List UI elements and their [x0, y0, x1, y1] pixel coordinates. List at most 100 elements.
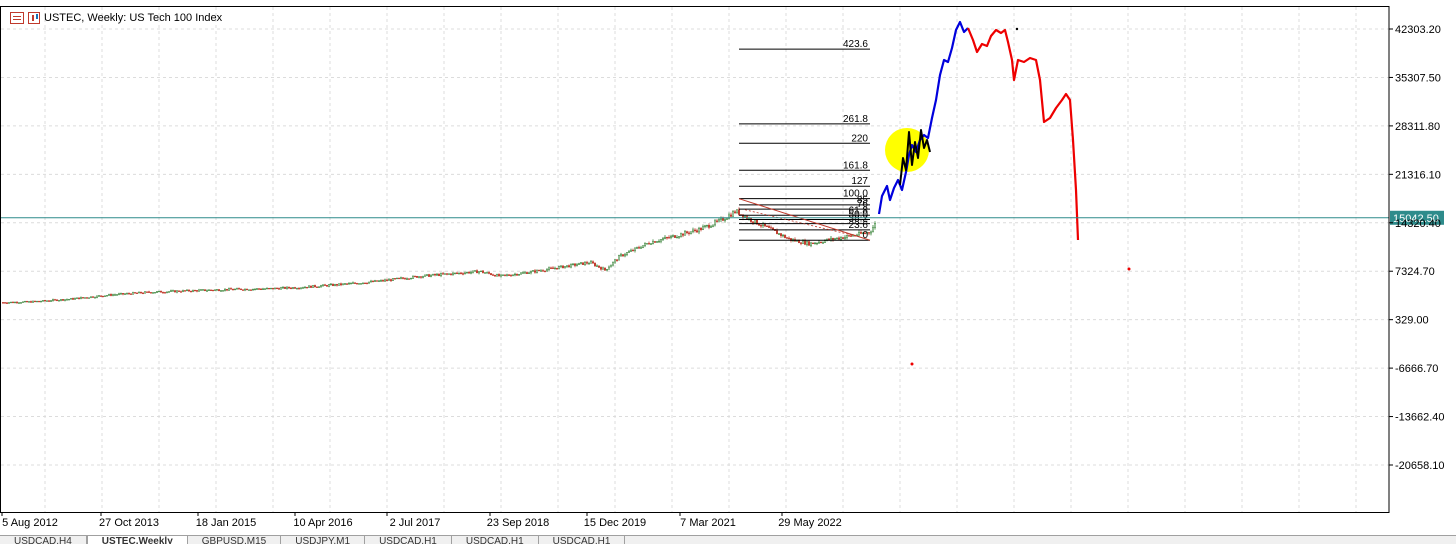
candle-body: [328, 284, 330, 287]
candle-body: [544, 270, 546, 272]
candle-body: [492, 274, 494, 276]
candle-body: [402, 277, 404, 279]
candle-body: [230, 288, 232, 290]
candle-body: [350, 282, 352, 285]
candle-body: [640, 247, 642, 249]
candle-body: [198, 289, 200, 292]
chart-tab[interactable]: USDCAD,H1: [365, 536, 452, 544]
candle-body: [364, 282, 366, 284]
candle-body: [600, 267, 602, 270]
candle-body: [806, 241, 808, 245]
candle-body: [730, 214, 732, 217]
candle-body: [232, 288, 234, 291]
chart-tab[interactable]: USDCAD,H1: [452, 536, 539, 544]
candle-body: [256, 288, 258, 290]
candle-body: [692, 229, 694, 232]
chart-tab[interactable]: USDJPY,M1: [281, 536, 366, 544]
candle-body: [574, 263, 576, 266]
candle-body: [786, 237, 788, 239]
candle-body: [222, 290, 224, 292]
candle-body: [770, 227, 772, 229]
candle-body: [34, 300, 36, 303]
hand-drawings[interactable]: [877, 20, 1131, 366]
candle-body: [586, 262, 588, 264]
candle-body: [108, 294, 110, 296]
candle-body: [286, 286, 288, 289]
candle-body: [618, 255, 620, 261]
candle-body: [8, 302, 10, 304]
candle-body: [22, 301, 24, 303]
candle-body: [158, 290, 160, 293]
candle-body: [712, 224, 714, 227]
candle-body: [98, 295, 100, 297]
candle-body: [846, 235, 848, 238]
candle-body: [84, 297, 86, 299]
candle-body: [156, 291, 158, 293]
candle-body: [246, 288, 248, 291]
candle-body: [424, 274, 426, 277]
candle-body: [186, 289, 188, 292]
chart-tab[interactable]: GBPUSD,M15: [188, 536, 282, 544]
candle-body: [568, 265, 570, 268]
chart-tab[interactable]: USTEC,Weekly: [86, 536, 188, 544]
candle-body: [248, 289, 250, 291]
candle-body: [30, 301, 32, 303]
candle-body: [102, 295, 104, 298]
candle-body: [862, 232, 864, 235]
chart-tab[interactable]: USDCAD,H4: [0, 536, 87, 544]
candle-body: [150, 292, 152, 294]
candle-body: [120, 293, 122, 295]
candle-body: [392, 278, 394, 281]
candle-body: [244, 288, 246, 291]
candle-body: [594, 262, 596, 267]
candle-body: [462, 273, 464, 275]
candle-body: [114, 294, 116, 296]
candle-body: [404, 278, 406, 280]
fib-trend-line: [738, 198, 871, 241]
candle-body: [66, 299, 68, 301]
candle-body: [606, 268, 608, 271]
candle-body: [860, 232, 862, 234]
chart-window-icon[interactable]: [10, 12, 24, 24]
candle-body: [56, 299, 58, 302]
candlestick-icon[interactable]: [28, 12, 40, 24]
candle-body: [122, 293, 124, 295]
x-axis-label: 10 Apr 2016: [293, 517, 352, 529]
candle-body: [850, 235, 852, 237]
candle-body: [48, 300, 50, 302]
candle-body: [88, 297, 90, 299]
candle-body: [734, 211, 736, 214]
candle-body: [182, 290, 184, 292]
candle-body: [646, 243, 648, 245]
fib-level-label: 261.8: [843, 114, 868, 125]
candle-body: [18, 302, 20, 304]
candle-body: [340, 283, 342, 286]
y-axis-label: 35307.50: [1395, 72, 1441, 84]
candle-body: [52, 299, 54, 302]
candle-body: [838, 237, 840, 240]
candle-body: [496, 274, 498, 277]
fibonacci-retracement[interactable]: 423.6 261.8 220 161.8 127 100.0857661.850.038…: [738, 39, 871, 241]
candle-body: [74, 298, 76, 300]
candle-body: [240, 288, 242, 290]
candle-body: [744, 216, 746, 218]
candle-body: [708, 224, 710, 228]
candle-body: [294, 287, 296, 289]
candle-body: [468, 271, 470, 274]
candle-body: [116, 294, 118, 296]
red-dot: [1127, 267, 1131, 271]
candle-body: [300, 287, 302, 289]
y-axis-label: -20658.10: [1395, 460, 1445, 472]
candle-body: [410, 277, 412, 280]
candle-body: [596, 265, 598, 267]
fib-level-label: 423.6: [843, 39, 868, 50]
candle-body: [638, 247, 640, 249]
candle-body: [676, 236, 678, 239]
candle-body: [264, 288, 266, 290]
candle-body: [298, 288, 300, 290]
chart-tab[interactable]: USDCAD,H1: [539, 536, 626, 544]
candle-body: [714, 220, 716, 226]
candle-body: [768, 226, 770, 228]
